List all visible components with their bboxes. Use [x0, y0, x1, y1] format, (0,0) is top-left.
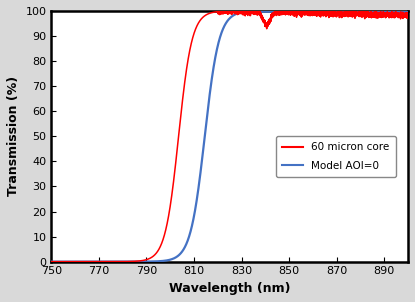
- Legend: 60 micron core, Model AOI=0: 60 micron core, Model AOI=0: [276, 136, 396, 177]
- Y-axis label: Transmission (%): Transmission (%): [7, 76, 20, 196]
- X-axis label: Wavelength (nm): Wavelength (nm): [169, 282, 290, 295]
